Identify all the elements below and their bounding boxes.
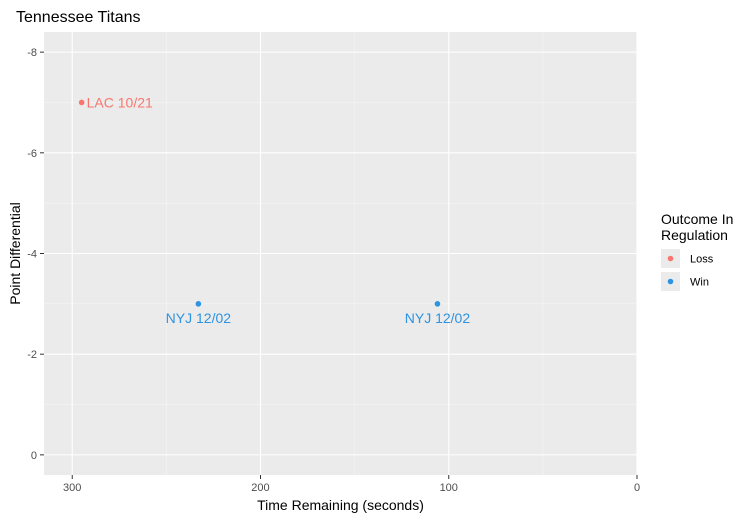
legend-title-line: Outcome In — [661, 211, 733, 227]
data-points — [78, 99, 441, 307]
legend-key-loss — [667, 255, 674, 262]
legend-title-line: Regulation — [661, 227, 728, 243]
data-point-0 — [78, 99, 85, 106]
chart-title: Tennessee Titans — [16, 9, 141, 26]
y-tick-label: 0 — [31, 450, 37, 462]
y-tick-label: -6 — [27, 148, 37, 160]
x-tick-label: 200 — [251, 482, 269, 494]
y-axis-title: Point Differential — [7, 202, 23, 304]
legend-key-win — [667, 278, 674, 285]
y-axis: 0 -2 -4 -6 -8 — [27, 47, 44, 462]
legend-label-win: Win — [690, 277, 709, 289]
data-point-2 — [434, 301, 441, 307]
data-label-1: NYJ 12/02 — [166, 310, 232, 326]
data-labels: LAC 10/21 NYJ 12/02 NYJ 12/02 — [87, 94, 471, 325]
grid-major — [44, 32, 638, 475]
data-label-2: NYJ 12/02 — [405, 310, 471, 326]
x-tick-label: 300 — [63, 482, 81, 494]
y-tick-label: -2 — [27, 349, 37, 361]
data-point-1 — [195, 301, 202, 307]
x-axis-title: Time Remaining (seconds) — [257, 497, 424, 513]
data-label-0: LAC 10/21 — [87, 94, 153, 110]
legend-label-loss: Loss — [690, 254, 714, 266]
x-tick-label: 100 — [440, 482, 458, 494]
y-tick-label: -8 — [27, 47, 37, 59]
x-tick-label: 0 — [634, 482, 640, 494]
y-tick-label: -4 — [27, 249, 37, 261]
x-axis: 300 200 100 0 — [63, 475, 640, 494]
